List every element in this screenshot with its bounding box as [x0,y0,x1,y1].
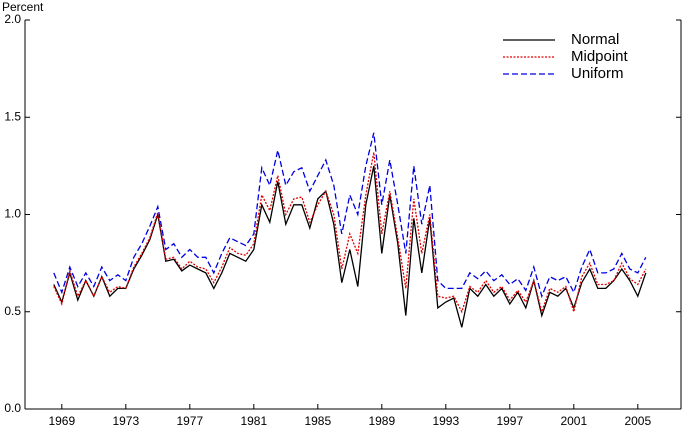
legend-label: Midpoint [571,48,629,65]
x-tick-label: 1977 [176,414,203,428]
x-tick-label: 1985 [304,414,331,428]
series-line [53,152,647,315]
y-tick-label: 1.0 [4,207,21,221]
x-tick-label: 2001 [560,414,587,428]
x-tick-label: 1997 [496,414,523,428]
series-line [53,165,647,328]
x-tick-label: 1973 [112,414,139,428]
y-tick-label: 0.0 [4,401,21,415]
x-tick-label: 1993 [432,414,459,428]
y-tick-label: 1.5 [4,109,21,123]
legend-label: Normal [571,31,619,48]
y-tick-label: 0.5 [4,304,21,318]
y-tick-label: 2.0 [4,12,21,26]
x-tick-label: 1989 [368,414,395,428]
legend-label: Uniform [571,65,624,82]
y-axis-label: Percent [2,0,44,14]
x-tick-label: 1969 [48,414,75,428]
series-line [53,132,647,299]
x-tick-label: 2005 [624,414,651,428]
x-tick-label: 1981 [240,414,267,428]
